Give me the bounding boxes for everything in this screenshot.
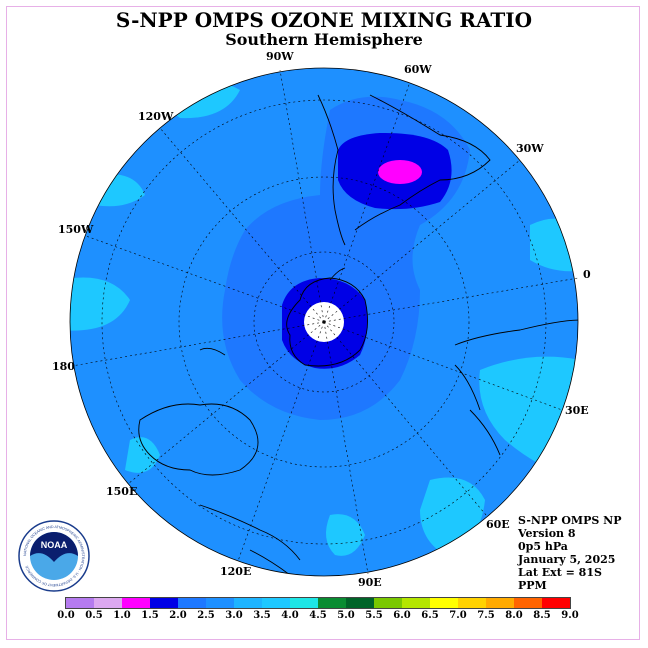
colorbar-swatch [458,598,486,608]
coastline-africa [454,319,578,456]
colorbar-tick-label: 6.0 [393,610,411,621]
coastline-antarctica [286,277,369,367]
coastline-southeast-asia [199,504,301,576]
ozone-maximum [378,160,422,184]
coastline-south-america [317,94,346,246]
longitude-label-120w: 120W [138,110,174,123]
colorbar-tick-label: 3.0 [225,610,243,621]
colorbar-swatch [290,598,318,608]
colorbar-swatch [150,598,178,608]
colorbar-tick-label: 1.5 [141,610,159,621]
ozone-region-light [326,514,365,556]
info-lat-extent: Lat Ext = 81S [518,566,602,579]
ozone-region-light [70,277,130,331]
coastline-antarctic-peninsula [329,267,346,281]
colorbar-swatch [346,598,374,608]
colorbar-swatch [206,598,234,608]
colorbar-swatch [178,598,206,608]
map-subtitle: Southern Hemisphere [225,30,423,49]
figure-frame [6,6,640,640]
longitude-label-150e: 150E [106,485,138,498]
longitude-label-120e: 120E [220,565,252,578]
colorbar-tick-label: 1.0 [113,610,131,621]
longitude-label-60e: 60E [486,518,510,531]
longitude-label-30e: 30E [565,404,589,417]
info-version: Version 8 [518,527,576,540]
colorbar-tick-label: 2.0 [169,610,187,621]
noaa-logo-text: NOAA [41,540,68,550]
ozone-region-light [125,437,160,473]
coastline-australia [138,403,259,476]
colorbar-swatch [514,598,542,608]
longitude-label-0: 0 [583,268,591,281]
colorbar-swatch [122,598,150,608]
colorbar-tick-label: 5.0 [337,610,355,621]
coastline-new-zealand [199,347,226,356]
colorbar-swatch [234,598,262,608]
coastline-south-america [354,94,491,231]
longitude-label-90w: 90W [266,50,294,63]
info-instrument: S-NPP OMPS NP [518,514,622,527]
longitude-label-90e: 90E [358,576,382,589]
info-pressure-level: 0p5 hPa [518,540,568,553]
longitude-label-150w: 150W [58,223,94,236]
colorbar-swatch [318,598,346,608]
longitude-label-60w: 60W [404,63,432,76]
colorbar-tick-label: 8.5 [533,610,551,621]
ozone-region-light [530,218,578,272]
colorbar-tick-label: 6.5 [421,610,439,621]
latitude-circles [101,99,547,545]
colorbar-tick-label: 2.5 [197,610,215,621]
colorbar-tick-label: 0.5 [85,610,103,621]
colorbar-swatch [402,598,430,608]
colorbar-swatch [262,598,290,608]
colorbar-swatch [66,598,94,608]
colorbar-swatch [430,598,458,608]
colorbar-tick-label: 5.5 [365,610,383,621]
meridian-lines [71,69,579,575]
colorbar-tick-label: 0.0 [57,610,75,621]
colorbar-tick-label: 8.0 [505,610,523,621]
colorbar [65,597,571,609]
map-title: S-NPP OMPS OZONE MIXING RATIO [115,8,533,32]
colorbar-tick-label: 4.5 [309,610,327,621]
colorbar-tick-label: 7.5 [477,610,495,621]
colorbar-tick-label: 3.5 [253,610,271,621]
colorbar-tick-label: 4.0 [281,610,299,621]
colorbar-tick-label: 7.0 [449,610,467,621]
noaa-logo: NOAA NATIONAL OCEANIC AND ATMOSPHERIC AD… [18,520,90,592]
info-panel: S-NPP OMPS NP Version 8 0p5 hPa January … [518,514,621,592]
map-border [69,67,579,577]
info-units: PPM [518,579,547,592]
colorbar-swatch [486,598,514,608]
info-date: January 5, 2025 [518,553,616,566]
colorbar-swatch [374,598,402,608]
colorbar-swatch [94,598,122,608]
colorbar-swatch [542,598,570,608]
longitude-label-30w: 30W [516,142,544,155]
colorbar-tick-label: 9.0 [561,610,579,621]
longitude-label-180: 180 [52,360,75,373]
